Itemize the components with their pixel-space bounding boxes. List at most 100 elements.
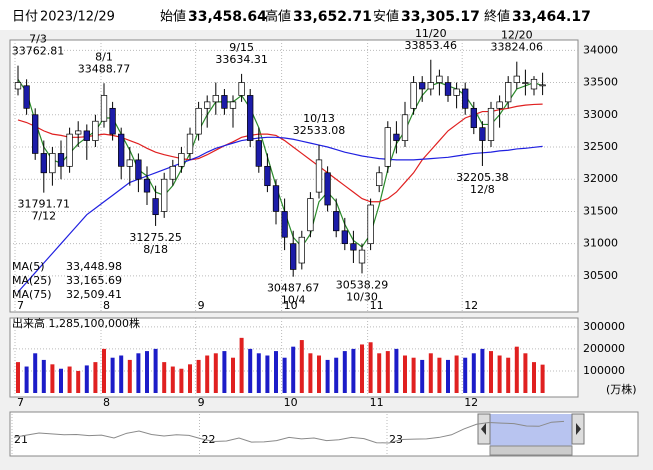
x-tick-label: 10 — [284, 299, 298, 312]
x-tick-label: 12 — [464, 396, 478, 409]
candle-body — [444, 82, 452, 96]
volume-bar — [256, 353, 261, 393]
x-tick-label: 8 — [103, 299, 110, 312]
volume-bar — [463, 357, 468, 393]
volume-bar — [489, 351, 493, 393]
y-tick-label: 30500 — [583, 269, 618, 282]
candle-body — [479, 127, 486, 141]
candle-body — [109, 107, 116, 135]
volume-bar — [59, 368, 63, 393]
volume-bar — [342, 351, 347, 393]
x-tick-label: 11 — [370, 299, 384, 312]
candle-body — [186, 133, 194, 154]
y-tick-label: 33000 — [583, 108, 618, 121]
volume-bar — [428, 353, 433, 393]
candle-body — [135, 159, 142, 180]
annotation-value: 33824.06 — [491, 41, 544, 54]
candle-body — [358, 249, 366, 264]
candle-body — [75, 130, 82, 135]
candle-body — [40, 153, 47, 174]
candle-body — [436, 75, 443, 83]
date: 2023/12/29 — [40, 10, 115, 25]
candle-body — [126, 159, 133, 167]
x-tick-label: 21 — [14, 433, 28, 446]
price-value: 33,652.71 — [293, 9, 372, 25]
volume-bar — [222, 351, 227, 393]
candle-body — [169, 165, 176, 180]
volume-bar — [41, 359, 46, 393]
annotation-date: 12/8 — [470, 183, 495, 196]
annotation-value: 33762.81 — [12, 45, 65, 58]
candle-body — [152, 198, 159, 216]
candle-body — [92, 120, 99, 141]
volume-bar — [127, 359, 132, 393]
candle-body — [307, 198, 314, 232]
volume-bar — [411, 357, 416, 393]
candle-body — [143, 178, 151, 193]
candle-body — [264, 165, 271, 187]
x-tick-label: 11 — [370, 396, 384, 409]
volume-bar — [471, 353, 476, 393]
candle-body — [341, 230, 348, 245]
annotation-value: 33488.77 — [78, 62, 131, 75]
annotation-value: 31791.71 — [18, 198, 71, 211]
volume-bar — [299, 340, 304, 393]
candle-body — [32, 114, 39, 154]
ma-line — [17, 136, 543, 293]
candle-body — [505, 82, 512, 103]
volume-bar — [170, 366, 175, 393]
x-tick-label: 7 — [17, 396, 24, 409]
volume-bar — [291, 346, 296, 393]
scrollbar-thumb[interactable] — [489, 445, 573, 456]
annotation-date: 11/20 — [415, 27, 447, 40]
annotation-value: 30538.29 — [336, 278, 389, 291]
candle-body — [522, 82, 529, 84]
annotation-date: 7/3 — [29, 33, 47, 46]
volume-bar — [84, 365, 89, 393]
annotation-date: 8/18 — [143, 243, 168, 256]
volume-bar — [437, 357, 442, 393]
volume-bar — [213, 353, 218, 393]
volume-title: 出来高 1,285,100,000株 — [12, 316, 140, 330]
volume-bar — [308, 353, 313, 393]
volume-bar — [102, 348, 106, 393]
y-tick-label: 31500 — [583, 204, 618, 217]
candle-body — [410, 82, 417, 109]
volume-bar — [403, 355, 407, 393]
candle-body — [66, 133, 73, 167]
navigator-line — [13, 420, 565, 444]
candle-body — [298, 236, 305, 264]
price-label: 始値 — [160, 9, 186, 25]
header-bar — [0, 0, 653, 30]
volume-bar — [368, 342, 373, 393]
volume-bar — [162, 362, 167, 393]
volume-bar — [24, 366, 29, 393]
candle-body — [118, 133, 125, 167]
volume-bar — [196, 359, 201, 393]
candle-body — [212, 95, 219, 103]
candle-body — [453, 88, 460, 96]
volume-bar — [325, 359, 330, 393]
annotation-date: 7/12 — [31, 210, 56, 223]
candle-body — [487, 107, 495, 141]
x-tick-label: 10 — [284, 396, 298, 409]
candle-body — [83, 130, 90, 141]
annotation-date: 8/1 — [95, 50, 113, 63]
price-value: 33,464.17 — [512, 9, 591, 25]
volume-bar — [274, 351, 278, 393]
legend-name: MA(5) — [12, 260, 45, 273]
x-tick-label: 9 — [198, 299, 205, 312]
volume-bar — [119, 355, 124, 393]
candle-body — [393, 133, 400, 141]
candle-body — [178, 153, 185, 167]
price-label: 終値 — [484, 9, 510, 25]
volume-bar — [385, 351, 390, 393]
volume-bar — [351, 348, 356, 393]
volume-bar — [153, 348, 158, 393]
volume-bar — [523, 353, 528, 393]
y-tick-label: 33500 — [583, 76, 618, 89]
volume-bar — [454, 355, 459, 393]
volume-bar — [394, 348, 399, 393]
volume-bar — [50, 364, 55, 393]
